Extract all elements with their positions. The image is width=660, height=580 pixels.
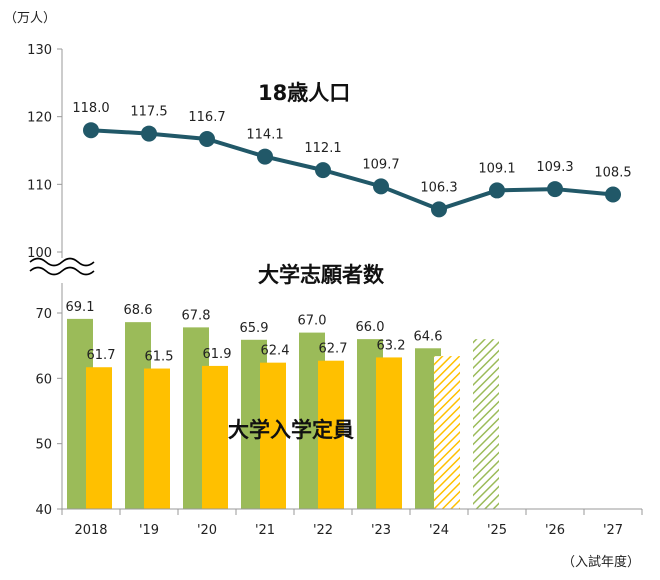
population-point: [199, 130, 215, 147]
x-tick-label: 2018: [74, 523, 107, 538]
x-tick-label: '20: [197, 523, 217, 538]
population-data-label: 108.5: [594, 165, 631, 180]
lower-y-tick-label: 60: [35, 372, 52, 387]
x-tick-label: '24: [429, 523, 449, 538]
upper-y-tick-label: 110: [27, 178, 52, 193]
capacity-bar: [376, 357, 402, 509]
capacity-bar: [202, 365, 228, 509]
lower-y-tick-label: 50: [35, 438, 52, 453]
capacity-data-label: 61.5: [145, 350, 174, 365]
capacity-data-label: 62.7: [319, 342, 348, 357]
x-axis: 2018 '19 '20 '21 '22 '23 '24 '25 '26 '27: [61, 508, 643, 538]
population-data-label: 112.1: [304, 141, 341, 156]
x-tick-label: '27: [603, 523, 623, 538]
line-series: 118.0 117.5 116.7 114.1 112.1 109.7 106.3 109.1…: [72, 101, 632, 218]
series-label-population: 18歳人口: [258, 81, 350, 105]
population-point: [141, 125, 157, 142]
capacity-bar: [144, 368, 170, 509]
upper-y-axis: 100 110 120 130: [27, 43, 63, 261]
applicants-bar: [473, 339, 499, 509]
lower-y-tick-label: 40: [35, 503, 52, 518]
axis-break-wave: [29, 266, 95, 276]
population-point: [373, 178, 389, 195]
unit-label: （万人）: [4, 11, 56, 26]
x-tick-label: '23: [371, 523, 391, 538]
x-tick-label: '22: [313, 523, 333, 538]
population-data-label: 118.0: [72, 101, 109, 116]
capacity-bar: [434, 356, 460, 509]
lower-y-tick-label: 70: [35, 307, 52, 322]
applicants-data-label: 66.0: [356, 320, 385, 335]
lower-y-axis: 40 50 60 70: [35, 283, 63, 518]
x-tick-label: '19: [139, 523, 159, 538]
capacity-data-label: 62.4: [261, 344, 290, 359]
upper-y-tick-label: 120: [27, 111, 52, 126]
population-data-label: 109.1: [478, 161, 515, 176]
capacity-bar: [260, 362, 286, 509]
applicants-data-label: 64.6: [414, 329, 443, 344]
population-data-label: 116.7: [188, 110, 225, 125]
bar-series: 69.1 68.6 67.8 65.9 67.0 66.0 64.6 61.7 61.5 61.9…: [66, 300, 499, 509]
axis-break-symbol: [28, 257, 98, 276]
population-point: [315, 162, 331, 179]
x-axis-label: （入試年度）: [562, 554, 640, 570]
capacity-bar: [86, 367, 112, 509]
population-data-label: 109.3: [536, 160, 573, 175]
capacity-data-label: 63.2: [377, 338, 406, 353]
series-label-capacity: 大学入学定員: [228, 418, 354, 442]
population-point: [547, 181, 563, 198]
population-data-label: 106.3: [420, 180, 457, 195]
population-data-label: 117.5: [130, 105, 167, 120]
applicants-data-label: 67.0: [298, 314, 327, 329]
x-tick-label: '25: [487, 523, 507, 538]
population-point: [83, 122, 99, 139]
capacity-data-label: 61.7: [87, 348, 116, 363]
population-point: [257, 148, 273, 165]
applicants-data-label: 68.6: [124, 303, 153, 318]
applicants-data-label: 69.1: [66, 300, 95, 315]
population-data-label: 114.1: [246, 128, 283, 143]
population-line: [90, 128, 614, 212]
population-point: [431, 201, 447, 218]
series-label-applicants: 大学志願者数: [258, 263, 385, 287]
applicants-data-label: 67.8: [182, 308, 211, 323]
x-tick-label: '26: [545, 523, 565, 538]
x-tick-label: '21: [255, 523, 275, 538]
upper-y-tick-label: 100: [27, 246, 52, 261]
axis-break-wave: [29, 257, 95, 267]
population-data-label: 109.7: [362, 157, 399, 172]
upper-y-tick-label: 130: [27, 43, 52, 58]
capacity-data-label: 61.9: [203, 347, 232, 362]
population-point: [605, 186, 621, 203]
population-point: [489, 182, 505, 199]
applicants-data-label: 65.9: [240, 321, 269, 336]
capacity-bar: [318, 360, 344, 509]
